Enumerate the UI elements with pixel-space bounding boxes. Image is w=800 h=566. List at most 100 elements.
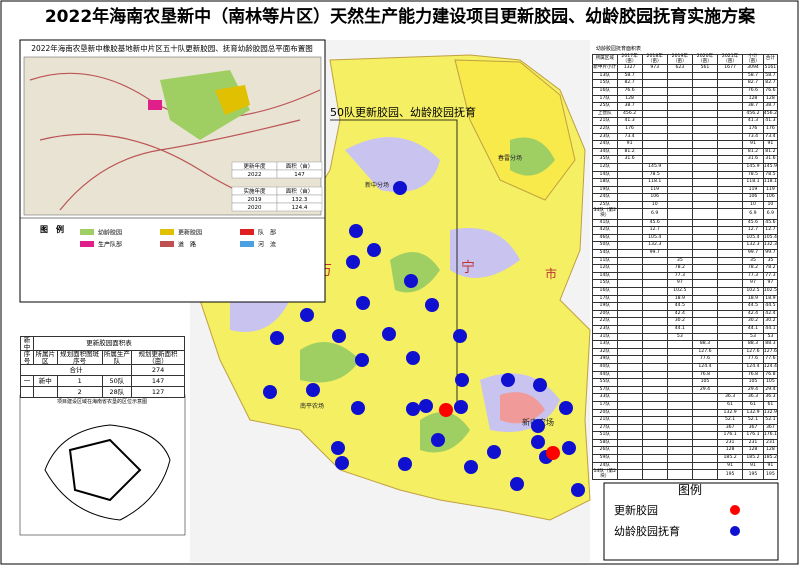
table-cell — [666, 249, 693, 258]
district — [68, 438, 142, 502]
table-row: 44队 76.8 76.8 76.8 — [592, 370, 779, 380]
table-cell — [666, 446, 693, 456]
inset-cell-text: 147 — [294, 172, 305, 178]
table-cell — [691, 302, 719, 311]
table-cell: 38.7 — [762, 102, 779, 111]
table-cell — [691, 94, 719, 104]
table-row: 20队 132.9 132.9 132.9 — [592, 408, 779, 418]
young-garden-marker — [531, 435, 545, 449]
table-cell — [691, 218, 719, 228]
table-cell — [691, 271, 719, 281]
table-row: 一新中 1 50队 147 — [20, 375, 185, 387]
table-cell: 18.9 — [762, 294, 779, 304]
table-cell: 231 — [762, 438, 779, 448]
table-cell: 76.6 — [762, 86, 779, 96]
table-cell: 124.4 — [762, 362, 779, 372]
table-cell — [691, 287, 719, 296]
table-cell — [717, 302, 744, 311]
table-cell — [616, 287, 643, 296]
table-cell — [717, 370, 744, 380]
table-cell: 上营队 — [592, 109, 618, 119]
table-cell — [666, 193, 693, 202]
table-cell: 20队 — [592, 408, 618, 418]
table-cell — [717, 170, 744, 180]
table-cell: 44.5 — [742, 302, 764, 311]
table-cell — [666, 408, 693, 418]
table-cell: 27队 — [592, 423, 618, 433]
legend-label: 幼龄胶园抚育 — [614, 524, 680, 538]
table-cell: 91 — [742, 461, 764, 471]
table-cell: 145.9 — [742, 162, 764, 172]
table-cell: 31.6 — [742, 155, 764, 164]
renew-garden-marker — [546, 446, 560, 460]
table-cell — [717, 102, 744, 111]
table-cell — [641, 79, 668, 88]
table-cell: 44.5 — [762, 302, 779, 311]
table-cell: 35队 — [592, 155, 618, 164]
table-row: 14队 78.5 78.5 78.5 — [592, 170, 779, 180]
table-row: 23队 73.4 73.4 73.4 — [592, 132, 779, 142]
table-cell — [641, 416, 668, 425]
young-garden-marker — [425, 298, 439, 312]
inset-cell-text: 2019 — [248, 197, 262, 203]
table-cell: 45.6 — [762, 218, 779, 228]
table-cell: 91 — [717, 461, 744, 471]
legend-label: 更新胶园 — [614, 503, 658, 517]
inset-legend-swatch — [80, 229, 94, 235]
table-row: 55队 105 105 105 — [592, 378, 779, 387]
patch — [345, 137, 440, 192]
table-cell — [641, 271, 668, 281]
table-cell — [616, 461, 643, 471]
table-cell: 34队 — [592, 147, 618, 157]
table-cell — [641, 469, 668, 481]
table-cell: 6.9 — [762, 208, 779, 220]
table-row: 15队 97 97 97 — [592, 279, 779, 288]
table-cell — [717, 79, 744, 88]
table-cell: 35 — [742, 256, 764, 266]
table-cell — [717, 340, 744, 349]
table-cell — [717, 271, 744, 281]
table-cell — [666, 226, 693, 235]
table-cell: 36.3 — [742, 393, 764, 402]
table-cell — [717, 162, 744, 172]
table-cell: 13队 — [592, 340, 618, 349]
table-cell: 88.3 — [762, 340, 779, 349]
table-cell: 76.8 — [762, 370, 779, 380]
table-cell — [641, 378, 668, 387]
table-row: 12队 145.9 145.9 145.9 — [592, 162, 779, 172]
table-cell — [666, 208, 693, 220]
table-cell — [691, 79, 719, 88]
table-cell — [616, 378, 643, 387]
table-cell — [641, 332, 668, 342]
table-cell — [666, 469, 693, 481]
table-cell — [717, 124, 744, 134]
table-row: 39队 77.6 77.6 77.6 — [592, 355, 779, 364]
table-cell — [691, 226, 719, 235]
table-cell: 14队 — [592, 170, 618, 180]
table-cell — [641, 355, 668, 364]
table-cell — [666, 170, 693, 180]
table-cell: 118.1 — [742, 178, 764, 187]
table-cell: 12.7 — [762, 226, 779, 235]
inset-cell-text: 2022 — [248, 172, 262, 178]
table-cell — [717, 185, 744, 195]
table-cell — [616, 178, 643, 187]
inset-cell-text: 2020 — [248, 205, 262, 211]
table-cell: 102.5 — [666, 287, 693, 296]
table-row: 18队 118.1 118.1 118.1 — [592, 178, 779, 187]
table-cell: 16队 — [592, 287, 618, 296]
table-cell — [641, 317, 668, 326]
table-cell: 38.7 — [616, 102, 643, 111]
inset-legend-swatch — [160, 241, 174, 247]
table-cell — [641, 117, 668, 126]
table-cell: 77.3 — [666, 271, 693, 281]
table-cell — [666, 385, 693, 395]
table-cell — [691, 423, 719, 433]
table-cell: 14队（第2块） — [592, 469, 618, 481]
table-cell: 145.9 — [641, 162, 668, 172]
table-row: 24队 91 91 91 — [592, 461, 779, 471]
table-row: 21队 52.1 52.1 52.1 — [592, 416, 779, 425]
table-cell: 124.4 — [691, 362, 719, 372]
table-cell — [641, 438, 668, 448]
